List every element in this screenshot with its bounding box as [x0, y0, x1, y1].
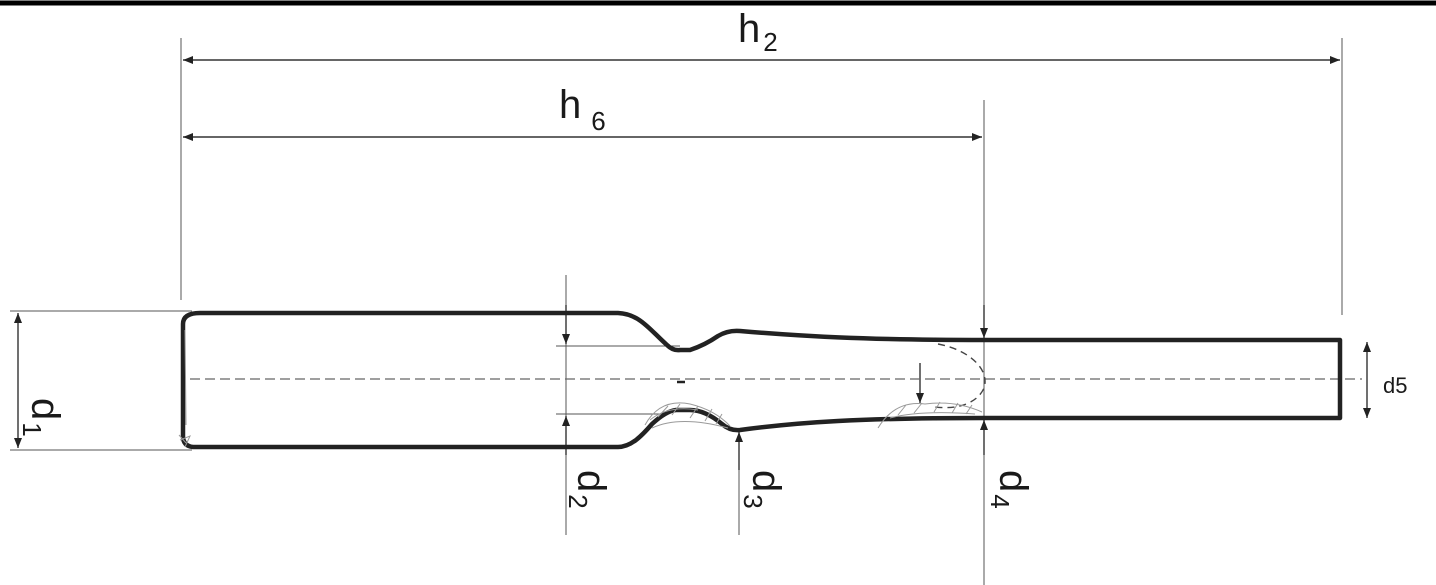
label-h6-main: h: [559, 83, 581, 127]
label-d2-main: d: [569, 470, 613, 492]
label-d1-sub: 1: [17, 422, 47, 436]
hatch-neck: [644, 402, 731, 429]
svg-text:d1: d1: [17, 398, 67, 437]
label-d1-main: d: [23, 398, 67, 420]
label-d4-sub: 4: [985, 494, 1015, 508]
label-h2-main: h: [738, 7, 760, 51]
svg-text:d3: d3: [738, 470, 788, 509]
svg-text:d4: d4: [985, 470, 1035, 509]
label-d3-sub: 3: [738, 494, 768, 508]
label-d1: d1: [17, 398, 67, 437]
label-d5: d5: [1383, 373, 1407, 398]
label-d2-sub: 2: [563, 494, 593, 508]
left-end-sketch: [178, 329, 191, 448]
label-d4-main: d: [991, 470, 1035, 492]
part-outline: [180, 310, 1343, 450]
label-h6-sub: 6: [591, 106, 605, 136]
hatch-right: [877, 401, 983, 429]
label-d3-main: d: [744, 470, 788, 492]
label-h2-sub: 2: [763, 27, 777, 57]
label-d3: d3: [738, 470, 788, 509]
hidden-arc: [934, 343, 986, 409]
svg-text:d2: d2: [563, 470, 613, 509]
label-d2: d2: [563, 470, 613, 509]
label-d4: d4: [985, 470, 1035, 509]
